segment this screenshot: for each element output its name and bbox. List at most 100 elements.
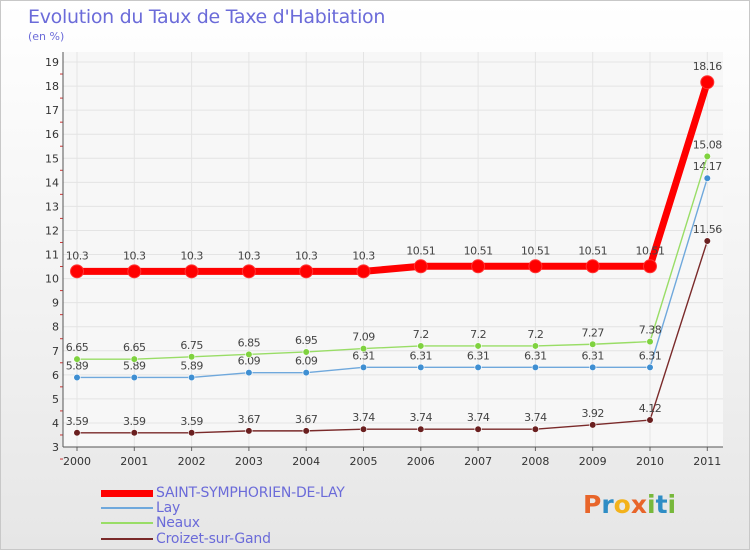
- x-tick-label: 2000: [63, 455, 91, 468]
- legend-item-lay: Lay: [101, 500, 180, 516]
- data-point: [184, 264, 199, 279]
- y-tick-label: 12: [45, 224, 59, 237]
- data-point: [646, 416, 654, 424]
- data-label: 7.2: [527, 328, 543, 341]
- data-label: 10.51: [636, 244, 665, 257]
- data-point: [188, 353, 196, 361]
- data-point: [703, 237, 711, 245]
- series-line-3: [76, 240, 708, 434]
- y-tick-label: 8: [52, 321, 59, 334]
- legend-label: SAINT-SYMPHORIEN-DE-LAY: [156, 485, 345, 501]
- data-point: [703, 174, 711, 182]
- data-label: 7.2: [413, 328, 429, 341]
- data-point: [417, 363, 425, 371]
- data-point: [70, 264, 84, 279]
- data-label: 10.3: [352, 249, 375, 262]
- data-point: [700, 75, 715, 90]
- y-tick-label: 18: [45, 80, 59, 93]
- data-point: [127, 264, 142, 279]
- data-point: [417, 342, 425, 350]
- y-tick-label: 10: [45, 273, 59, 286]
- data-point: [188, 373, 196, 382]
- data-label: 5.89: [180, 359, 203, 372]
- data-point: [302, 369, 310, 377]
- data-label: 4.12: [639, 402, 662, 415]
- legend-item-neaux: Neaux: [101, 515, 200, 531]
- x-tick-label: 2011: [693, 455, 721, 468]
- x-tick-label: 2008: [521, 455, 549, 468]
- data-label: 3.67: [295, 413, 318, 426]
- data-point: [589, 363, 597, 371]
- legend-label: Croizet-sur-Gand: [156, 531, 271, 547]
- plot-background: [63, 52, 723, 447]
- y-tick-label: 6: [52, 369, 59, 382]
- data-point: [130, 373, 138, 382]
- data-label: 6.95: [295, 334, 318, 347]
- data-point: [241, 264, 256, 279]
- data-point: [413, 259, 428, 274]
- data-label: 6.65: [66, 341, 89, 354]
- data-point: [130, 429, 138, 437]
- data-point: [589, 340, 597, 348]
- data-label: 3.74: [352, 411, 375, 424]
- legend-label: Lay: [156, 500, 181, 516]
- data-label: 10.3: [238, 249, 261, 262]
- data-label: 6.09: [238, 355, 261, 368]
- data-point: [359, 344, 368, 353]
- data-point: [188, 429, 196, 437]
- x-tick-label: 2004: [292, 455, 320, 468]
- data-label: 6.65: [123, 341, 146, 354]
- data-point: [474, 363, 482, 371]
- y-tick-label: 9: [52, 297, 59, 310]
- data-label: 3.59: [123, 415, 146, 428]
- data-label: 3.92: [581, 407, 604, 420]
- data-point: [646, 338, 654, 346]
- data-label: 6.75: [180, 339, 203, 352]
- x-tick-label: 2010: [636, 455, 664, 468]
- legend-swatch: [101, 538, 153, 540]
- brand-logo: Proxiti: [583, 490, 677, 519]
- legend-swatch: [101, 489, 153, 497]
- data-label: 6.31: [467, 349, 490, 362]
- data-label: 6.31: [524, 349, 547, 362]
- x-tick-label: 2005: [350, 455, 378, 468]
- data-label: 6.31: [639, 349, 662, 362]
- x-tick-label: 2002: [178, 455, 206, 468]
- data-label: 6.31: [410, 349, 433, 362]
- x-tick-label: 2003: [235, 455, 263, 468]
- data-label: 10.51: [406, 244, 435, 257]
- data-point: [356, 264, 371, 279]
- legend-swatch: [101, 522, 153, 524]
- data-point: [474, 425, 482, 433]
- data-point: [703, 152, 711, 160]
- x-tick-label: 2001: [120, 455, 148, 468]
- data-point: [359, 425, 368, 433]
- data-label: 3.74: [410, 411, 433, 424]
- legend-item-saint-symphorien: SAINT-SYMPHORIEN-DE-LAY: [101, 485, 345, 501]
- data-label: 7.38: [639, 324, 662, 337]
- y-tick-label: 17: [45, 104, 59, 117]
- data-label: 3.67: [238, 413, 261, 426]
- data-point: [646, 363, 654, 371]
- data-point: [299, 264, 314, 279]
- series-line-2: [76, 155, 708, 360]
- data-label: 6.31: [352, 349, 375, 362]
- series-line-1: [76, 177, 708, 379]
- data-label: 7.09: [352, 331, 375, 344]
- y-tick-label: 3: [52, 441, 59, 454]
- data-point: [73, 373, 81, 382]
- data-label: 10.51: [464, 244, 493, 257]
- data-point: [245, 369, 253, 377]
- data-label: 18.16: [693, 60, 722, 73]
- data-label: 7.27: [581, 326, 604, 339]
- y-tick-label: 19: [45, 56, 59, 69]
- data-point: [417, 425, 425, 433]
- data-point: [245, 427, 253, 435]
- data-point: [528, 259, 543, 274]
- data-label: 5.89: [123, 359, 146, 372]
- data-label: 10.3: [123, 249, 146, 262]
- data-point: [531, 363, 540, 371]
- data-label: 11.56: [693, 223, 722, 236]
- y-tick-label: 15: [45, 152, 59, 165]
